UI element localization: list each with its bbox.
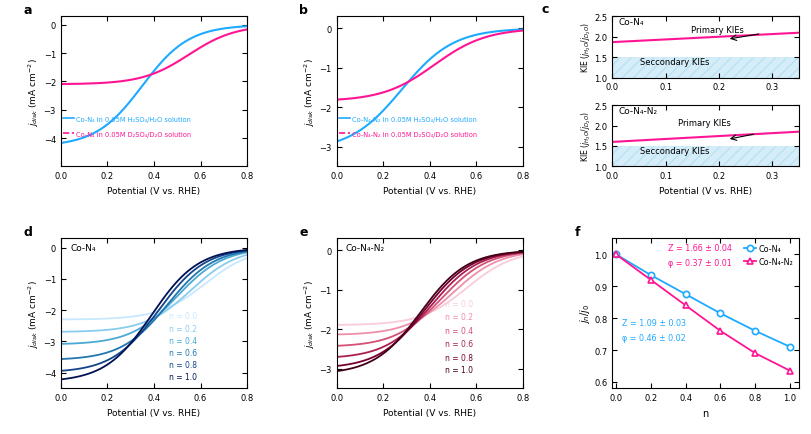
Co-N₄ — [785, 345, 795, 350]
Text: Primary KIEs: Primary KIEs — [691, 26, 744, 35]
Text: n = 0.0: n = 0.0 — [444, 299, 473, 308]
Co-N₄ — [715, 311, 725, 316]
Y-axis label: $\it{j}_n/\it{j}_0$: $\it{j}_n/\it{j}_0$ — [577, 303, 591, 324]
Co-N₄-N₂ — [680, 303, 690, 308]
Text: f: f — [575, 226, 581, 239]
Text: Seccondary KIEs: Seccondary KIEs — [641, 147, 710, 155]
Co-N₄ — [611, 252, 620, 257]
Text: Z = 1.09 ± 0.03: Z = 1.09 ± 0.03 — [622, 319, 686, 328]
X-axis label: Potential (V vs. RHE): Potential (V vs. RHE) — [107, 408, 200, 417]
Text: Co-N₄-N₂ in 0.05M H₂SO₄/H₂O solution: Co-N₄-N₂ in 0.05M H₂SO₄/H₂O solution — [351, 117, 476, 123]
Text: Co-N₄ in 0.05M D₂SO₄/D₂O solution: Co-N₄ in 0.05M D₂SO₄/D₂O solution — [75, 132, 191, 138]
Co-N₄-N₂ — [646, 278, 655, 283]
Y-axis label: $\it{j}$$_{disk}$ (mA cm$^{-2}$): $\it{j}$$_{disk}$ (mA cm$^{-2}$) — [303, 279, 316, 348]
Co-N₄-N₂ — [750, 351, 760, 356]
X-axis label: Potential (V vs. RHE): Potential (V vs. RHE) — [384, 186, 476, 195]
Text: n = 0.8: n = 0.8 — [444, 353, 473, 362]
Text: n = 1.0: n = 1.0 — [444, 365, 473, 374]
Text: Seccondary KIEs: Seccondary KIEs — [641, 58, 710, 67]
Y-axis label: KIE ($\it{j}$$_{H_{2}O}$/$\it{j}$$_{D_{2}O}$): KIE ($\it{j}$$_{H_{2}O}$/$\it{j}$$_{D_{2… — [580, 23, 593, 73]
X-axis label: Potential (V vs. RHE): Potential (V vs. RHE) — [659, 186, 753, 195]
Text: a: a — [24, 4, 32, 17]
Y-axis label: $\it{j}$$_{disk}$ (mA cm$^{-2}$): $\it{j}$$_{disk}$ (mA cm$^{-2}$) — [27, 279, 41, 348]
Co-N₄-N₂ — [785, 368, 795, 374]
Co-N₄ — [680, 292, 690, 297]
Text: Primary KIEs: Primary KIEs — [678, 118, 731, 128]
Text: Co-N₄-N₂: Co-N₄-N₂ — [618, 106, 657, 115]
Text: c: c — [542, 3, 549, 16]
Text: n = 0.8: n = 0.8 — [169, 361, 197, 369]
Text: d: d — [24, 226, 32, 239]
Text: Co-N₄: Co-N₄ — [70, 244, 96, 253]
Co-N₄-N₂ — [715, 329, 725, 334]
Text: Co-N₄ in 0.05M H₂SO₄/H₂O solution: Co-N₄ in 0.05M H₂SO₄/H₂O solution — [75, 117, 191, 123]
Text: n = 0.4: n = 0.4 — [169, 336, 197, 345]
X-axis label: Potential (V vs. RHE): Potential (V vs. RHE) — [107, 186, 200, 195]
Text: n = 0.6: n = 0.6 — [444, 339, 473, 349]
Text: b: b — [299, 4, 308, 17]
Text: n = 0.6: n = 0.6 — [169, 349, 197, 358]
Text: n = 0.0: n = 0.0 — [169, 311, 197, 320]
X-axis label: Potential (V vs. RHE): Potential (V vs. RHE) — [384, 408, 476, 417]
Line: Co-N₄: Co-N₄ — [613, 252, 793, 350]
Text: e: e — [299, 226, 308, 239]
Text: Co-N₄-N₂ in 0.05M D₂SO₄/D₂O solution: Co-N₄-N₂ in 0.05M D₂SO₄/D₂O solution — [351, 132, 477, 138]
Text: φ = 0.46 ± 0.02: φ = 0.46 ± 0.02 — [622, 334, 685, 342]
Text: n = 0.4: n = 0.4 — [444, 326, 473, 335]
Y-axis label: KIE ($\it{j}$$_{H_{2}O}$/$\it{j}$$_{D_{2}O}$): KIE ($\it{j}$$_{H_{2}O}$/$\it{j}$$_{D_{2… — [580, 111, 593, 162]
Y-axis label: $\it{j}$$_{disk}$ (mA cm$^{-2}$): $\it{j}$$_{disk}$ (mA cm$^{-2}$) — [27, 58, 41, 126]
Text: n = 0.2: n = 0.2 — [444, 312, 473, 322]
X-axis label: n: n — [702, 408, 709, 418]
Text: φ = 0.37 ± 0.01: φ = 0.37 ± 0.01 — [668, 259, 732, 268]
Text: n = 0.2: n = 0.2 — [169, 325, 197, 334]
Legend: Co-N₄, Co-N₄-N₂: Co-N₄, Co-N₄-N₂ — [742, 243, 795, 268]
Text: Z = 1.66 ± 0.04: Z = 1.66 ± 0.04 — [668, 244, 732, 253]
Co-N₄-N₂ — [611, 252, 620, 257]
Text: Co-N₄-N₂: Co-N₄-N₂ — [346, 244, 385, 253]
Text: Co-N₄: Co-N₄ — [618, 18, 644, 26]
Text: n = 1.0: n = 1.0 — [169, 372, 197, 381]
Co-N₄ — [646, 273, 655, 278]
Co-N₄ — [750, 329, 760, 334]
Line: Co-N₄-N₂: Co-N₄-N₂ — [613, 252, 793, 374]
Y-axis label: $\it{j}$$_{disk}$ (mA cm$^{-2}$): $\it{j}$$_{disk}$ (mA cm$^{-2}$) — [303, 58, 316, 126]
